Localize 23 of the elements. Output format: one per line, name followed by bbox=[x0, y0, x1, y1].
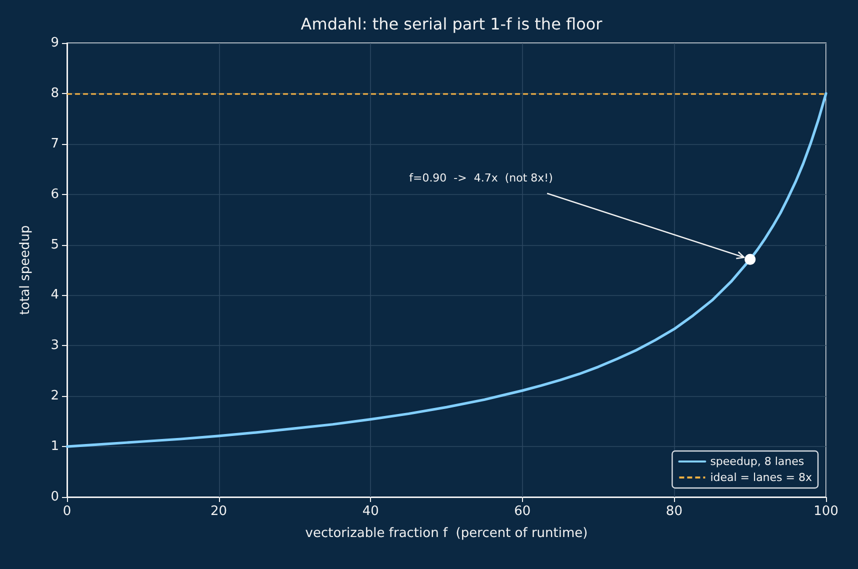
x-tick-label: 20 bbox=[210, 504, 228, 519]
x-tick-label: 40 bbox=[362, 504, 379, 519]
y-tick-label: 9 bbox=[50, 36, 59, 50]
y-tick-label: 3 bbox=[50, 338, 59, 354]
line-series bbox=[66, 92, 828, 448]
x-tick-label: 60 bbox=[514, 504, 531, 519]
x-tick-label: 80 bbox=[666, 504, 682, 519]
chart-title: Amdahl: the serial part 1-f is the floor bbox=[300, 14, 603, 34]
y-tick-label: 2 bbox=[50, 388, 59, 404]
y-tick-label: 1 bbox=[50, 439, 59, 454]
y-tick-label: 6 bbox=[50, 186, 59, 202]
x-tick-label: 0 bbox=[62, 504, 72, 519]
y-axis-title: total speedup bbox=[18, 225, 33, 315]
y-tick-label: 7 bbox=[50, 136, 59, 152]
annotation: f=0.90 -> 4.7x (not 8x!) bbox=[409, 171, 553, 184]
y-tick-label: 8 bbox=[50, 86, 59, 101]
legend-label: ideal = lanes = 8x bbox=[710, 471, 812, 484]
y-tick-label: 4 bbox=[50, 288, 59, 303]
x-tick-label: 100 bbox=[814, 504, 838, 519]
y-tick-label: 5 bbox=[50, 237, 59, 252]
y-tick-label: 0 bbox=[50, 490, 59, 504]
x-axis-title: vectorizable fraction f (percent of runtime) bbox=[305, 526, 588, 541]
legend-label: speedup, 8 lanes bbox=[710, 455, 804, 468]
